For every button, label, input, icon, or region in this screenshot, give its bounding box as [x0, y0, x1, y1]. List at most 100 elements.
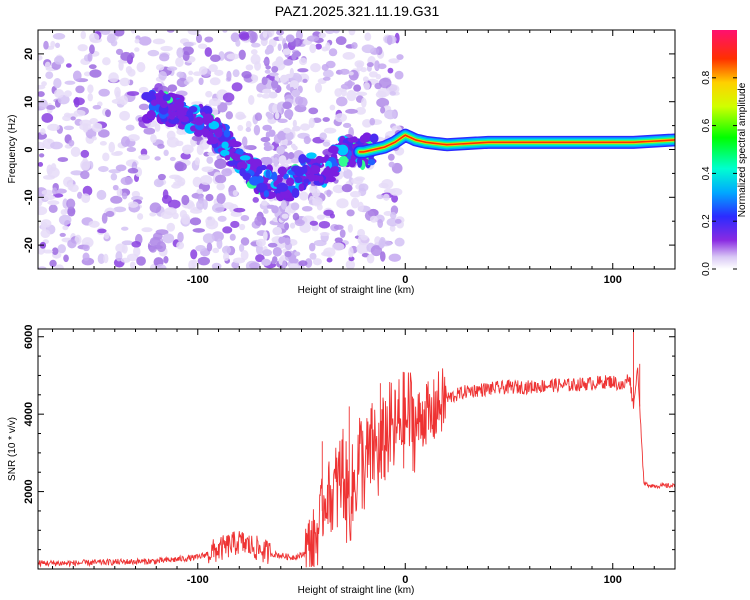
spectrogram-noise-blob — [388, 161, 395, 168]
spectrogram-noise-blob — [342, 169, 353, 179]
spectrogram-noise-blob — [45, 104, 56, 110]
spectrogram-noise-blob — [382, 193, 390, 201]
spectrogram-noise-blob — [108, 72, 119, 83]
spectrogram-noise-blob — [153, 178, 164, 188]
spectrogram-noise-blob — [149, 246, 157, 253]
spectrogram-noise-blob — [312, 258, 322, 266]
spectrogram-noise-blob — [163, 255, 169, 264]
spectrogram-noise-blob — [47, 123, 60, 131]
spectrogram-noise-blob — [72, 70, 82, 82]
x-tick-label: -100 — [187, 574, 209, 586]
spectrogram-ylabel: Frequency (Hz) — [7, 115, 18, 184]
spectrogram-noise-blob — [387, 67, 394, 74]
spectrogram-noise-blob — [176, 128, 186, 135]
spectrogram-noise-blob — [160, 45, 173, 52]
spectrogram-noise-blob — [155, 64, 165, 71]
colorbar-tick-label: 0.0 — [701, 262, 712, 276]
spectrogram-noise-blob — [115, 164, 127, 172]
spectrogram-noise-blob — [345, 108, 358, 114]
spectrogram-noise-blob — [154, 156, 161, 161]
spectrogram-noise-blob — [310, 63, 321, 73]
spectrogram-noise-blob — [357, 228, 366, 238]
spectrogram-noise-blob — [267, 112, 274, 120]
spectrogram-noise-blob — [60, 209, 67, 216]
spectrogram-noise-blob — [288, 257, 299, 264]
colorbar-tick-label: 0.8 — [701, 70, 712, 84]
snr-xlabel: Height of straight line (km) — [298, 585, 415, 596]
spectrogram-noise-blob — [274, 111, 280, 120]
spectrogram-ridge-blob — [256, 166, 263, 175]
spectrogram-noise-blob — [232, 69, 240, 78]
spectrogram-noise-blob — [272, 226, 282, 236]
spectrogram-noise-blob — [102, 57, 111, 66]
spectrogram-noise-blob — [285, 34, 295, 43]
spectrogram-noise-blob — [283, 127, 291, 134]
spectrogram-ridge-blob — [331, 166, 339, 173]
spectrogram-noise-blob — [108, 141, 116, 153]
spectrogram-noise-blob — [134, 47, 140, 52]
y-tick-label: -20 — [23, 237, 35, 253]
spectrogram-noise-blob — [252, 196, 259, 203]
spectrogram-noise-blob — [326, 257, 333, 263]
spectrogram-band-layer — [358, 134, 675, 153]
spectrogram-noise-blob — [67, 239, 77, 249]
spectrogram-noise-blob — [88, 32, 100, 43]
spectrogram-noise-blob — [248, 95, 255, 106]
spectrogram-noise-blob — [345, 259, 356, 269]
spectrogram-noise-blob — [59, 232, 66, 237]
spectrogram-noise-blob — [122, 192, 128, 200]
spectrogram-noise-blob — [245, 64, 254, 71]
spectrogram-noise-blob — [336, 96, 348, 107]
spectrogram-noise-blob — [277, 43, 282, 52]
spectrogram-noise-blob — [113, 206, 127, 213]
spectrogram-noise-blob — [309, 43, 317, 54]
spectrogram-noise-blob — [374, 60, 380, 72]
spectrogram-noise-blob — [137, 213, 144, 220]
spectrogram-noise-blob — [262, 156, 273, 166]
spectrogram-noise-blob — [308, 242, 316, 252]
spectrogram-noise-blob — [138, 154, 150, 161]
spectrogram-noise-blob — [133, 246, 141, 257]
snr-series-line — [38, 367, 675, 568]
spectrogram-noise-blob — [97, 228, 107, 234]
spectrogram-noise-blob — [187, 30, 201, 36]
spectrogram-noise-blob — [38, 162, 44, 167]
spectrogram-noise-blob — [277, 118, 288, 124]
spectrogram-noise-blob — [331, 242, 345, 251]
spectrogram-noise-blob — [141, 227, 153, 233]
spectrogram-noise-blob — [48, 204, 58, 213]
spectrogram-noise-blob — [368, 71, 378, 78]
spectrogram-noise-blob — [42, 249, 54, 254]
spectrogram-noise-blob — [270, 80, 279, 89]
spectrogram-noise-blob — [40, 128, 46, 136]
x-tick-label: 0 — [402, 274, 408, 286]
snr-plot-area — [38, 329, 675, 568]
spectrogram-noise-blob — [240, 249, 249, 261]
spectrogram-noise-blob — [332, 30, 340, 34]
spectrogram-noise-blob — [254, 61, 262, 71]
spectrogram-noise-blob — [312, 117, 322, 123]
spectrogram-noise-blob — [110, 173, 118, 181]
spectrogram-noise-blob — [175, 57, 184, 68]
spectrogram-noise-blob — [127, 167, 139, 174]
spectrogram-ridge-blob — [286, 177, 295, 187]
spectrogram-noise-blob — [275, 56, 284, 66]
spectrogram-noise-blob — [70, 116, 76, 121]
spectrogram-noise-blob — [106, 33, 116, 44]
spectrogram-noise-blob — [105, 210, 115, 218]
spectrogram-noise-blob — [131, 241, 142, 248]
spectrogram-noise-blob — [88, 220, 100, 228]
spectrogram-noise-blob — [167, 199, 181, 209]
y-tick-label: 4000 — [23, 402, 35, 426]
spectrogram-noise-blob — [136, 61, 146, 73]
spectrogram-noise-blob — [319, 231, 330, 237]
spectrogram-noise-blob — [377, 87, 391, 97]
spectrogram-noise-blob — [126, 146, 137, 153]
spectrogram-noise-blob — [288, 152, 295, 160]
spectrogram-noise-blob — [334, 88, 342, 97]
spectrogram-noise-blob — [221, 168, 233, 177]
spectrogram-noise-blob — [67, 206, 76, 217]
x-tick-label: -100 — [187, 274, 209, 286]
spectrogram-noise-blob — [284, 222, 290, 231]
spectrogram-noise-blob — [268, 129, 276, 137]
